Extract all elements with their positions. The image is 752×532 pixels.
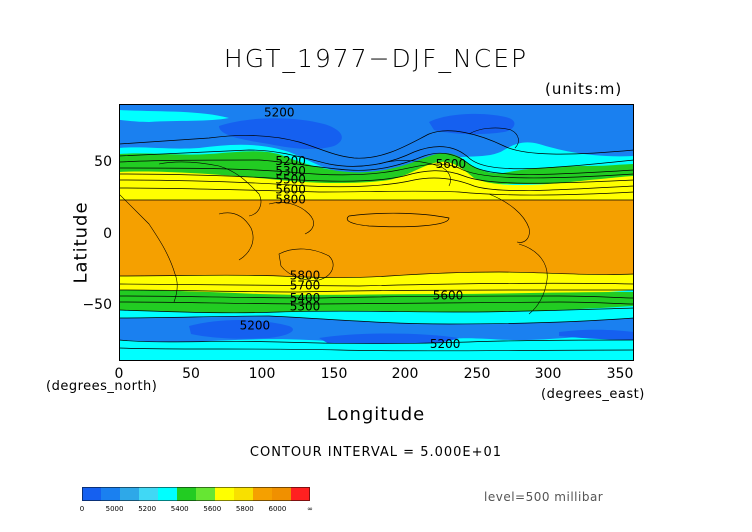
colorbar-label-6: 6000 <box>268 505 287 513</box>
y-tick-0: 0 <box>103 226 112 242</box>
x-tick-300: 300 <box>534 366 562 382</box>
contour-label-8: 5700 <box>290 278 321 292</box>
colorbar-label-3: 5400 <box>170 505 189 513</box>
band-green-south <box>119 290 634 313</box>
colorbar-cell-7 <box>215 487 235 501</box>
colorbar-cell-9 <box>253 487 273 501</box>
colorbar-label-0: 0 <box>79 505 85 513</box>
x-tick-150: 150 <box>320 366 348 382</box>
y-tick-minus50: −50 <box>82 297 112 313</box>
colorbar <box>82 487 310 501</box>
y-tick-50: 50 <box>94 154 112 170</box>
band-orange-tropics <box>119 200 634 278</box>
contour-label-11: 5300 <box>290 300 321 314</box>
colorbar-cell-0 <box>82 487 102 501</box>
level-label: level=500 millibar <box>484 490 604 504</box>
contour-label-10: 5400 <box>290 291 321 305</box>
y-unit-label: (degrees_north) <box>46 379 158 394</box>
contour-label-13: 5200 <box>430 337 461 351</box>
colorbar-cell-3 <box>139 487 159 501</box>
colorbar-cell-2 <box>120 487 140 501</box>
contour-interval-text: CONTOUR INTERVAL = 5.000E+01 <box>249 445 503 460</box>
contour-label-2: 5300 <box>275 164 306 178</box>
contour-label-5: 5800 <box>275 193 306 207</box>
x-tick-0: 0 <box>114 366 124 382</box>
colorbar-label-7: ∞ <box>307 505 313 513</box>
x-tick-100: 100 <box>248 366 276 382</box>
contour-label-9: 5600 <box>433 288 464 302</box>
colorbar-cell-8 <box>234 487 254 501</box>
contour-label-0: 5200 <box>264 106 295 120</box>
chart-title: HGT_1977−DJF_NCEP <box>223 44 529 73</box>
colorbar-label-1: 5000 <box>105 505 124 513</box>
contour-label-1: 5200 <box>275 154 306 168</box>
band-cyan-south <box>119 308 634 324</box>
x-axis-label: Longitude <box>326 404 426 425</box>
colorbar-cells <box>82 487 310 501</box>
coastlines <box>119 127 548 315</box>
colorbar-cell-4 <box>158 487 178 501</box>
low-south-deepblue-3 <box>559 329 634 340</box>
colorbar-cell-11 <box>291 487 310 501</box>
contour-label-4: 5600 <box>275 183 306 197</box>
contour-label-3: 5500 <box>275 173 306 187</box>
x-tick-350: 350 <box>606 366 634 382</box>
x-tick-50: 50 <box>182 366 200 382</box>
geopotential-map: 5200520053005500560058005600580057005600… <box>119 104 634 361</box>
x-unit-label: (degrees_east) <box>541 387 645 402</box>
colorbar-label-5: 5800 <box>235 505 254 513</box>
units-label: (units:m) <box>545 80 623 98</box>
colorbar-label-2: 5200 <box>138 505 157 513</box>
low-north-deepblue-2 <box>429 113 515 135</box>
colorbar-cell-6 <box>196 487 216 501</box>
band-cyan-north <box>119 110 229 122</box>
colorbar-cell-1 <box>101 487 121 501</box>
plot-frame <box>119 104 634 361</box>
contour-label-12: 5200 <box>240 318 271 332</box>
contour-labels: 5200520053005500560058005600580057005600… <box>240 106 467 351</box>
low-north-deepblue-1 <box>219 118 342 150</box>
contour-label-7: 5800 <box>290 268 321 282</box>
band-green-north <box>119 151 634 184</box>
contour-label-6: 5600 <box>436 157 467 171</box>
x-tick-250: 250 <box>463 366 491 382</box>
y-axis-label: Latitude <box>70 201 92 284</box>
x-tick-200: 200 <box>391 366 419 382</box>
colorbar-cell-10 <box>272 487 292 501</box>
low-south-deepblue-1 <box>189 320 293 339</box>
colorbar-cell-5 <box>177 487 197 501</box>
colorbar-label-4: 5600 <box>203 505 222 513</box>
